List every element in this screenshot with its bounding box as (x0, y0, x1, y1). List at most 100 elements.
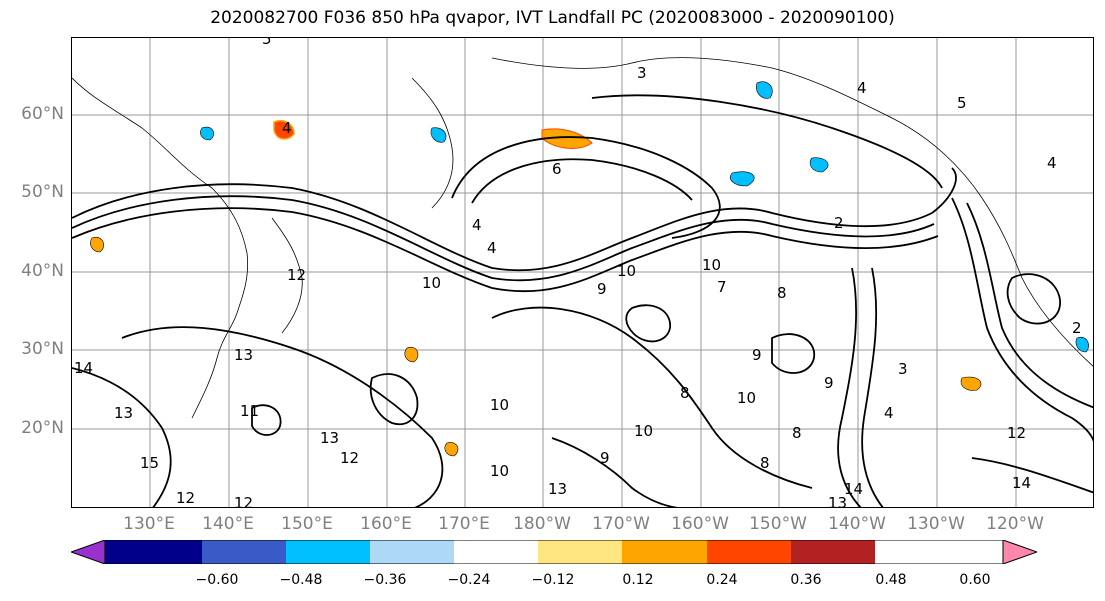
coastline-kamchatka (411, 77, 454, 209)
shade-negative (756, 81, 773, 99)
contour-label: 13 (320, 429, 339, 447)
lat-label-60n: 60°N (21, 104, 64, 124)
contour-line (72, 367, 172, 507)
contour-line (369, 373, 419, 426)
colorbar-extend-max (1002, 540, 1037, 564)
contour-line (1006, 273, 1061, 325)
colorbar-cell (202, 540, 286, 564)
shade-positive (273, 120, 295, 140)
colorbar-extend-min (71, 540, 106, 564)
lat-label-30n: 30°N (21, 339, 64, 359)
coastline-china (191, 312, 238, 419)
contour-label: 2 (834, 214, 844, 232)
contour-label: 13 (114, 404, 133, 422)
colorbar-cell (370, 540, 454, 564)
contour-line (72, 207, 939, 293)
contour-label: 6 (552, 160, 562, 178)
shade-positive (541, 128, 593, 149)
coastlines (72, 57, 1093, 419)
contour-label: 10 (634, 422, 653, 440)
lon-label-140e: 140°E (202, 514, 254, 534)
contour-label: 4 (282, 119, 292, 137)
contour-label: 10 (490, 396, 509, 414)
colorbar-tick: 0.12 (622, 572, 654, 588)
colorbar-cell (707, 540, 791, 564)
contour-line (971, 457, 1093, 494)
contour-label: 3 (637, 64, 647, 82)
lon-label-130e: 130°E (123, 514, 175, 534)
contour-label: 14 (74, 359, 93, 377)
lon-label-170w: 170°W (592, 514, 650, 534)
colorbar (71, 540, 1037, 564)
colorbar-cell (538, 540, 622, 564)
colorbar-tick: −0.36 (363, 572, 407, 588)
contour-label: 12 (287, 266, 306, 284)
contour-label: 5 (262, 38, 272, 48)
contour-line (951, 197, 1093, 442)
contour-line (451, 136, 721, 239)
contour-line (551, 437, 678, 507)
contour-label: 7 (717, 278, 727, 296)
colorbar-cell (105, 540, 202, 564)
shade-negative (809, 157, 829, 173)
colorbar-tick: −0.48 (279, 572, 323, 588)
lon-label-160e: 160°E (360, 514, 412, 534)
lat-label-20n: 20°N (21, 418, 64, 438)
contour-label: 8 (777, 284, 787, 302)
contour-line (491, 306, 813, 489)
colorbar-tick: 0.48 (875, 572, 907, 588)
contour-label: 4 (884, 404, 894, 422)
shade-positive (90, 236, 104, 253)
contour-line (251, 404, 282, 436)
shade-negative (200, 126, 214, 141)
contour-line (837, 267, 862, 507)
contour-label: 12 (1007, 424, 1026, 442)
lon-label-130w: 130°W (907, 514, 965, 534)
lat-label-50n: 50°N (21, 182, 64, 202)
contour-label: 10 (617, 262, 636, 280)
contour-label: 4 (487, 239, 497, 257)
coastline-alaska (491, 57, 893, 119)
contour-labels: 5 3 4 4 5 6 2 4 4 12 10 10 9 10 7 8 9 13… (74, 38, 1082, 508)
colorbar-tick: 0.24 (706, 572, 738, 588)
contour-label: 4 (472, 216, 482, 234)
contour-label: 4 (1047, 154, 1057, 172)
lon-label-140w: 140°W (828, 514, 886, 534)
lat-label-40n: 40°N (21, 261, 64, 281)
colorbar-tick: 0.60 (959, 572, 991, 588)
map-panel[interactable]: 5 3 4 4 5 6 2 4 4 12 10 10 9 10 7 8 9 13… (71, 37, 1094, 508)
colorbar-tick: −0.24 (447, 572, 491, 588)
contour-line (72, 167, 957, 272)
colorbar-tick: −0.60 (195, 572, 239, 588)
contour-line (121, 326, 444, 507)
contour-label: 12 (340, 449, 359, 467)
colorbar-tick: −0.12 (531, 572, 575, 588)
contour-label: 8 (680, 384, 690, 402)
coastline-japan (271, 217, 303, 334)
contour-label: 8 (792, 424, 802, 442)
shade-negative (430, 127, 447, 143)
contour-label: 9 (597, 280, 607, 298)
contour-line (771, 333, 815, 374)
lon-label-150w: 150°W (749, 514, 807, 534)
contour-label: 10 (490, 462, 509, 480)
contour-label: 13 (828, 494, 847, 508)
coastline-north-america (891, 117, 1093, 367)
contour-label: 15 (140, 454, 159, 472)
contour-line (625, 304, 671, 343)
colorbar-cell (454, 540, 538, 564)
colorbar-frame (104, 540, 1004, 564)
lon-label-160w: 160°W (671, 514, 729, 534)
contour-label: 11 (240, 402, 259, 420)
colorbar-tick: 0.36 (790, 572, 822, 588)
contour-label: 13 (548, 480, 567, 498)
colorbar-cell (622, 540, 707, 564)
lon-label-180w: 180°W (513, 514, 571, 534)
contour-label: 12 (234, 494, 253, 508)
contour-label: 9 (600, 449, 610, 467)
contour-label: 10 (702, 256, 721, 274)
contour-label: 14 (844, 480, 863, 498)
contour-line (72, 195, 935, 282)
graticule (72, 38, 1093, 507)
colorbar-cell (286, 540, 370, 564)
